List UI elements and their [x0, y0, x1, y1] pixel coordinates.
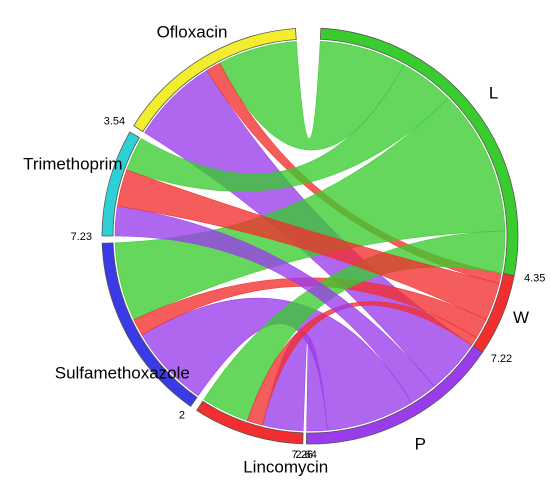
segment-arc-sulfamethoxazole — [101, 242, 198, 407]
segment-arc-p — [305, 345, 483, 445]
segment-label-ofloxacin: Ofloxacin — [157, 23, 228, 42]
segment-label-lincomycin: Lincomycin — [243, 458, 328, 477]
segment-arc-ofloxacin — [133, 28, 297, 133]
chord-lincomycin-to-w — [246, 301, 477, 426]
segment-label-w: W — [513, 308, 529, 327]
chord-trimethoprim-to-l — [126, 64, 449, 192]
segment-label-l: L — [489, 84, 498, 103]
ring-segments — [101, 27, 519, 445]
value-label-p: 2.64 — [295, 449, 316, 461]
value-label-w: 7.22 — [491, 353, 512, 365]
chord-ofloxacin-to-l — [219, 40, 405, 151]
value-labels: 4.35 7.22 2.647.26 2 7.23 3.54 — [71, 115, 546, 460]
segment-label-trimethoprim: Trimethoprim — [23, 154, 123, 173]
value-label-ofloxacin: 3.54 — [104, 115, 125, 127]
chord-trimethoprim-to-p — [114, 205, 435, 403]
value-label-trimethoprim: 7.23 — [71, 231, 92, 243]
value-label-sulfamethoxazole: 2 — [179, 410, 185, 422]
segment-arc-trimethoprim — [101, 131, 140, 237]
segment-label-sulfamethoxazole: Sulfamethoxazole — [55, 363, 190, 382]
chord-trimethoprim-to-w — [116, 169, 500, 320]
segment-labels: L W P Lincomycin Sulfamethoxazole Trimethopri… — [23, 23, 529, 477]
value-label-lincomycin: 7.26 — [292, 449, 313, 461]
value-label-l: 4.35 — [524, 273, 545, 285]
segment-arc-lincomycin — [196, 400, 304, 445]
chords — [114, 40, 506, 432]
segment-label-p: P — [415, 434, 426, 453]
